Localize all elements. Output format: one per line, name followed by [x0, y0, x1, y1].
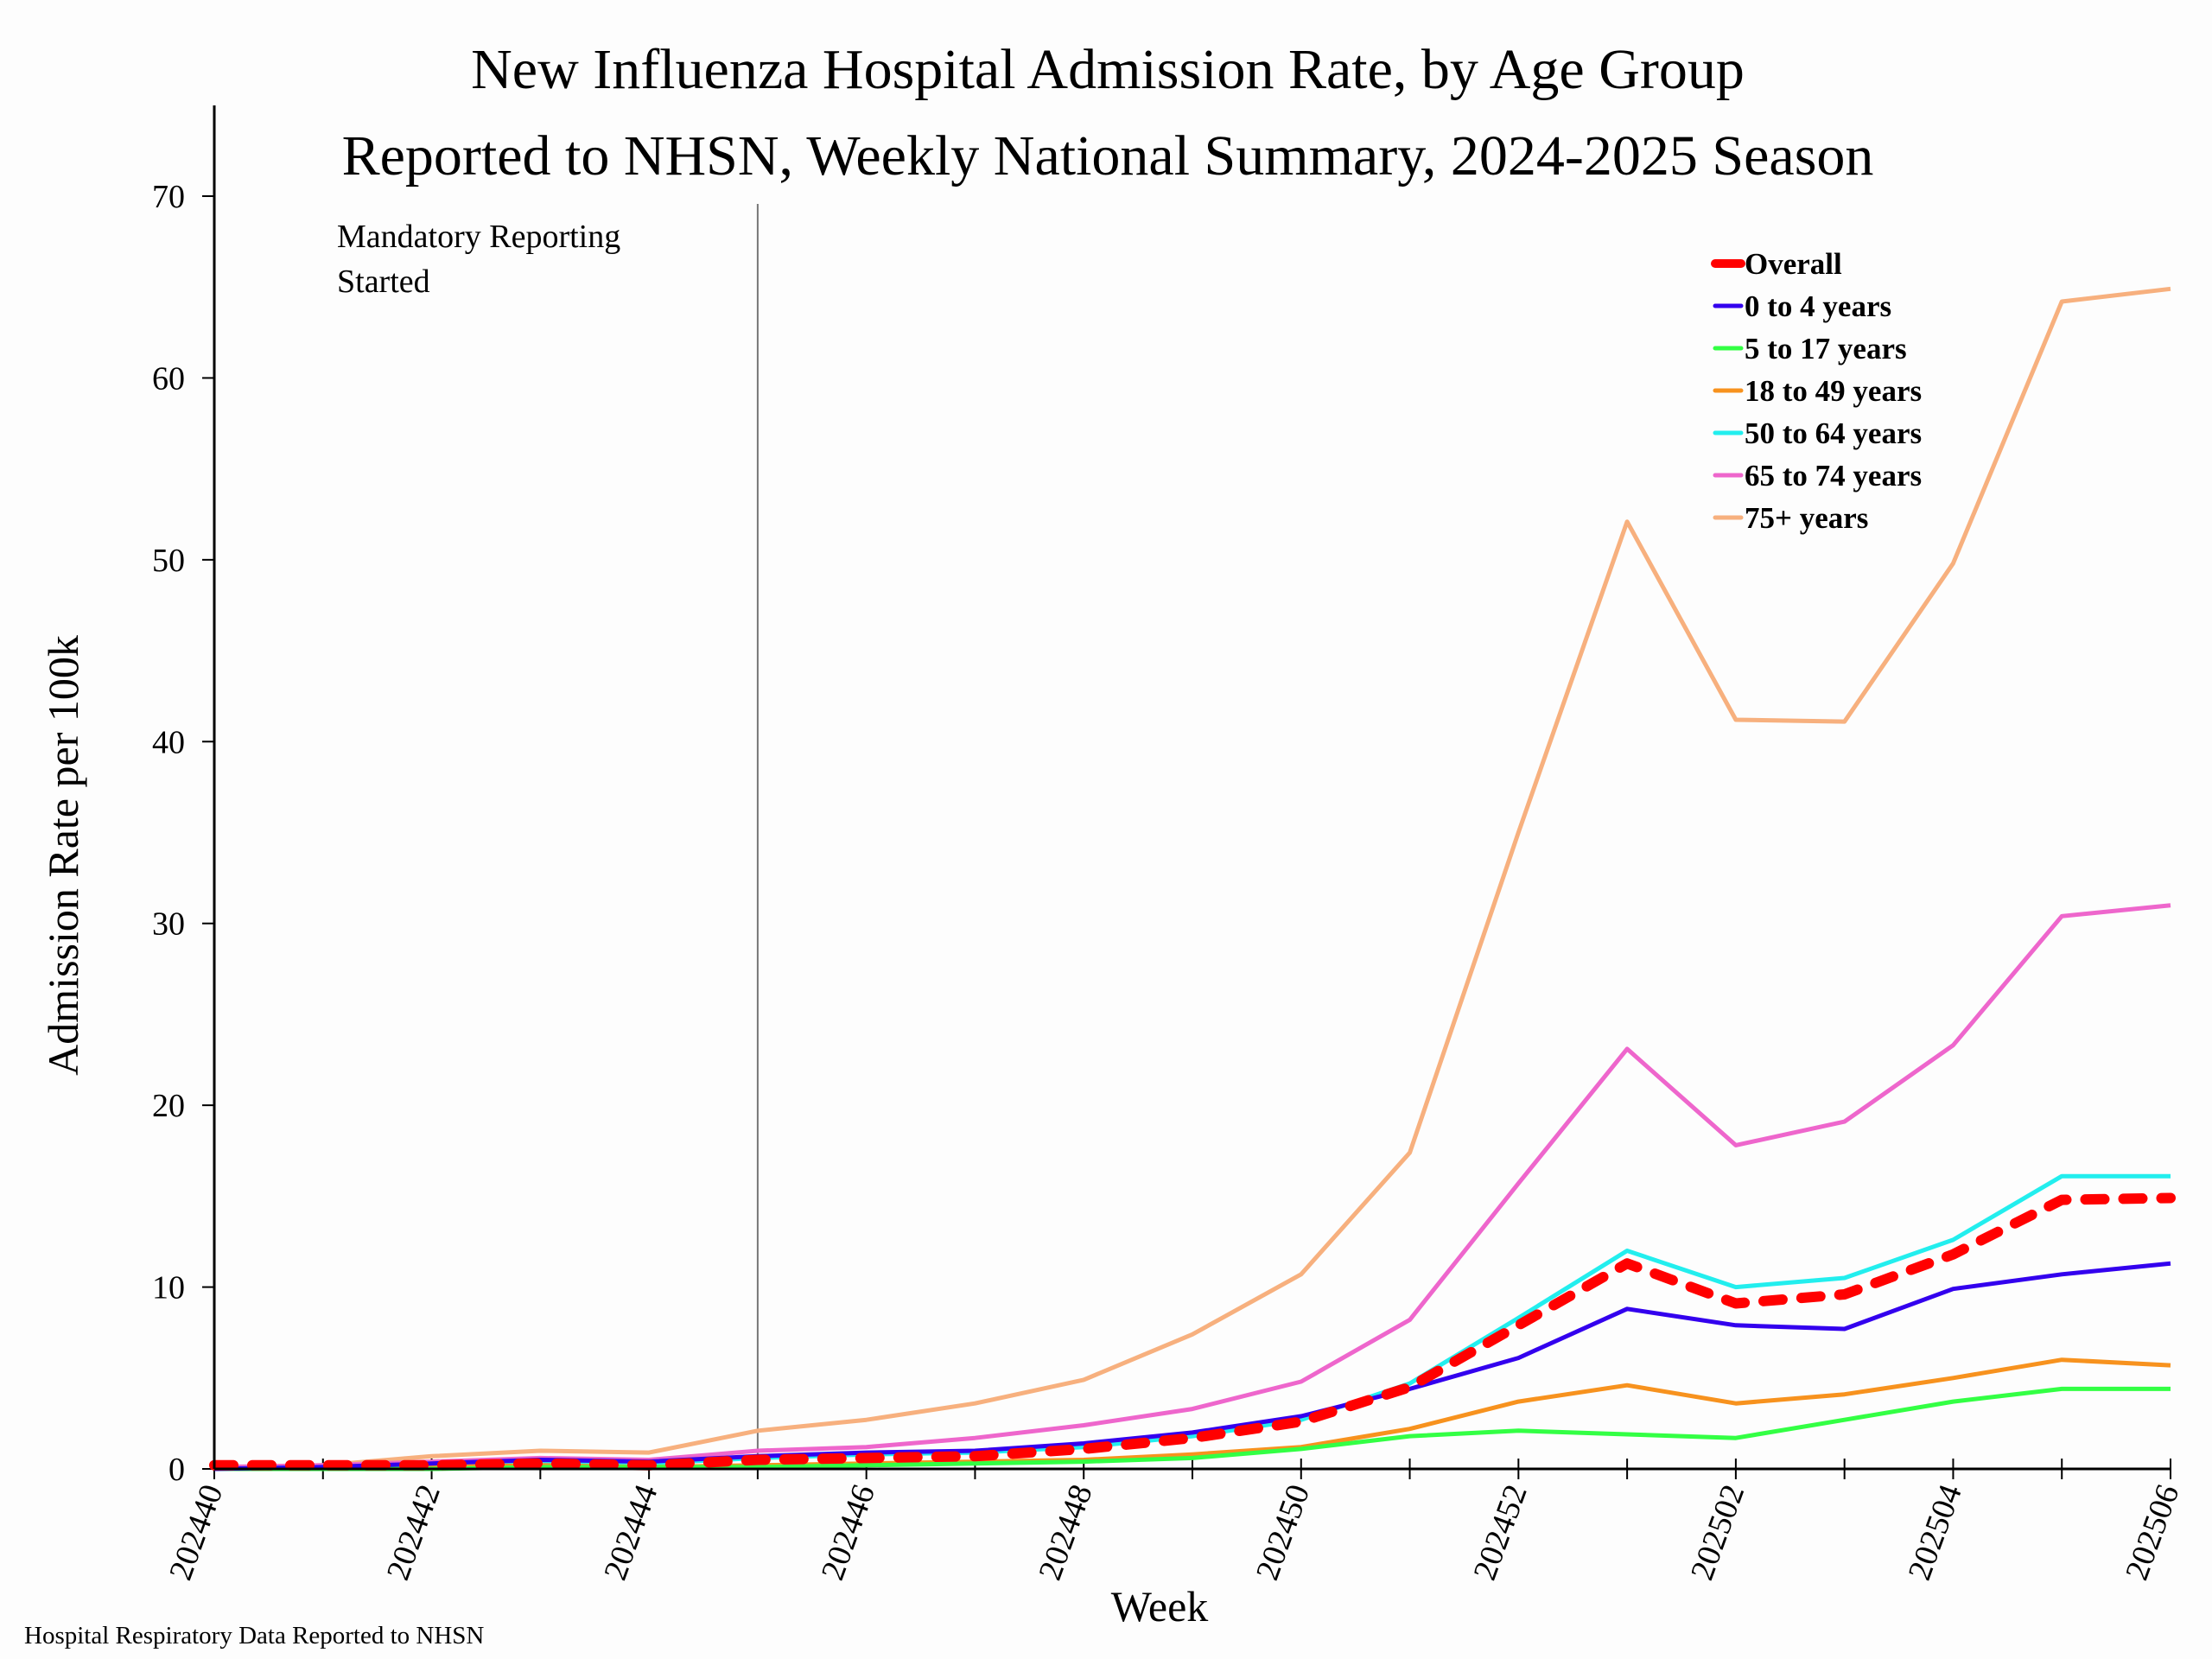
- legend-label: 65 to 74 years: [1745, 459, 1922, 493]
- legend-label: 50 to 64 years: [1745, 416, 1922, 450]
- legend-item: 18 to 49 years: [1713, 374, 1922, 408]
- legend-label: Overall: [1745, 247, 1842, 281]
- x-tick-label: 202506: [2119, 1480, 2186, 1585]
- chart-title: New Influenza Hospital Admission Rate, b…: [471, 38, 1745, 101]
- legend-item: 50 to 64 years: [1713, 416, 1922, 450]
- chart-subtitle: Reported to NHSN, Weekly National Summar…: [342, 124, 1874, 188]
- y-tick-label: 50: [152, 543, 185, 579]
- series-line-65-to-74-years: [213, 903, 2171, 1470]
- x-tick-label: 202440: [162, 1480, 230, 1585]
- y-axis-title: Admission Rate per 100k: [39, 635, 87, 1076]
- y-axis-ticks: 0 10 20 30 40 50 60 70: [152, 179, 214, 1488]
- x-tick-label: 202444: [597, 1480, 664, 1585]
- y-tick-label: 60: [152, 360, 185, 397]
- x-tick-label: 202446: [815, 1480, 882, 1585]
- x-tick-label: 202442: [380, 1480, 448, 1585]
- legend-item: 75+ years: [1713, 501, 1868, 535]
- legend-label: 75+ years: [1745, 501, 1868, 535]
- legend-item: 65 to 74 years: [1713, 459, 1922, 493]
- annotation-line-2: Started: [337, 264, 430, 300]
- legend-label: 5 to 17 years: [1745, 332, 1907, 365]
- x-tick-label: 202452: [1466, 1480, 1534, 1585]
- annotation-line-1: Mandatory Reporting: [337, 219, 620, 255]
- y-tick-label: 40: [152, 724, 185, 760]
- x-tick-label: 202502: [1684, 1480, 1751, 1585]
- x-axis-title: Week: [1111, 1582, 1209, 1630]
- x-tick-label: 202448: [1032, 1480, 1099, 1585]
- legend-label: 0 to 4 years: [1745, 289, 1891, 323]
- series-line-75-years: [213, 286, 2171, 1471]
- series-line-overall: [209, 1192, 2176, 1471]
- y-tick-label: 10: [152, 1270, 185, 1306]
- y-tick-label: 30: [152, 906, 185, 943]
- series-line-50-to-64-years: [213, 1173, 2171, 1471]
- legend-label: 18 to 49 years: [1745, 374, 1922, 408]
- y-tick-label: 20: [152, 1088, 185, 1124]
- legend: Overall 0 to 4 years 5 to 17 years 18 to 49…: [1711, 247, 1922, 535]
- y-tick-label: 70: [152, 179, 185, 215]
- y-tick-label: 0: [168, 1452, 185, 1488]
- legend-item: Overall: [1711, 247, 1842, 281]
- x-tick-label: 202504: [1901, 1480, 1968, 1585]
- legend-item: 0 to 4 years: [1713, 289, 1891, 323]
- legend-item: 5 to 17 years: [1713, 332, 1907, 365]
- source-note: Hospital Respiratory Data Reported to NH…: [24, 1622, 484, 1649]
- x-axis-ticks: 202440 202442 202444 202446 202448 202450 2024…: [162, 1459, 2186, 1585]
- series-layer: [209, 286, 2176, 1471]
- x-tick-label: 202450: [1249, 1480, 1317, 1585]
- series-line-5-to-17-years: [214, 1386, 2171, 1471]
